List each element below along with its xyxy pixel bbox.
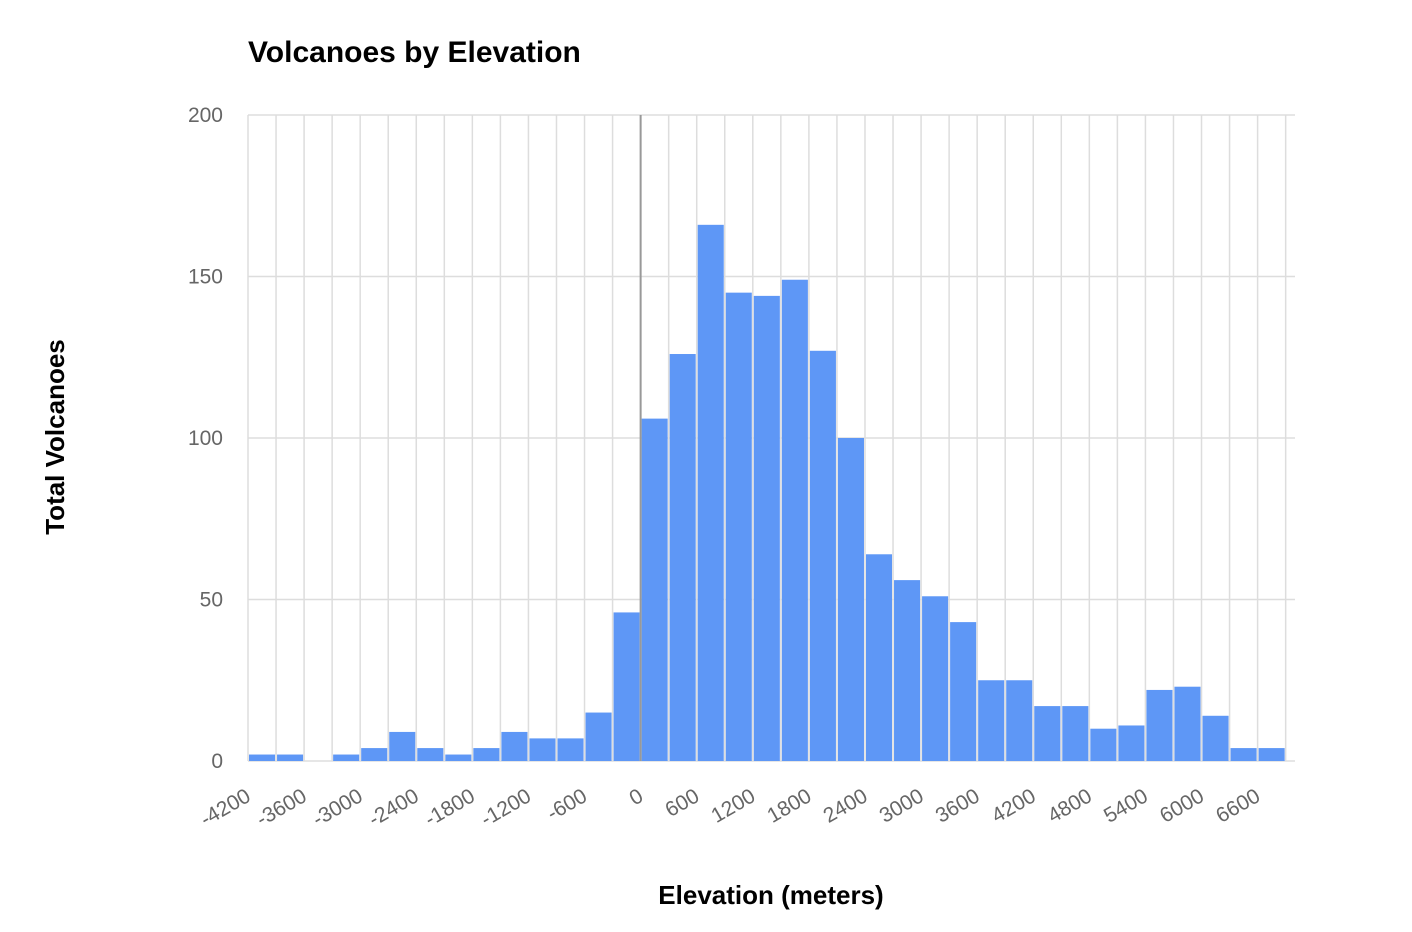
histogram-bar — [894, 580, 921, 761]
histogram-bar — [1230, 748, 1257, 761]
histogram-bar — [1174, 686, 1201, 761]
x-axis-title: Elevation (meters) — [658, 880, 883, 910]
x-tick-label: 4800 — [1044, 784, 1096, 827]
x-tick-label: -3600 — [253, 784, 311, 831]
y-axis-ticks: 0 50 100 150 200 — [188, 104, 223, 773]
histogram-bar — [361, 748, 388, 761]
x-tick-label: 3600 — [932, 784, 984, 827]
x-tick-label: 6600 — [1212, 784, 1264, 827]
histogram-bar — [641, 418, 668, 761]
x-tick-label: -4200 — [196, 784, 254, 831]
histogram-bar — [837, 438, 864, 761]
y-tick-label: 100 — [188, 427, 223, 450]
x-tick-label: 1200 — [707, 784, 759, 827]
histogram-bar — [809, 350, 836, 761]
histogram-bar — [501, 731, 528, 761]
histogram-bar — [725, 292, 752, 761]
x-tick-label: -3000 — [309, 784, 367, 831]
histogram-bar — [473, 748, 500, 761]
x-tick-label: 4200 — [988, 784, 1040, 827]
histogram-bar — [277, 754, 304, 761]
histogram-bar — [922, 596, 949, 761]
x-tick-label: 5400 — [1100, 784, 1152, 827]
histogram-bar — [753, 295, 780, 761]
histogram-bar — [1034, 706, 1061, 761]
bars — [249, 115, 1285, 761]
histogram-bar — [445, 754, 472, 761]
y-tick-label: 200 — [188, 104, 223, 127]
histogram-bar — [697, 224, 724, 761]
histogram-bar — [865, 554, 893, 761]
y-axis-title: Total Volcanoes — [40, 339, 70, 535]
y-tick-label: 0 — [211, 750, 223, 773]
histogram-bar — [557, 738, 584, 761]
x-tick-label: 0 — [626, 784, 648, 810]
histogram-bar — [1202, 715, 1229, 761]
histogram-bar — [333, 754, 360, 761]
histogram-bar — [529, 738, 556, 761]
histogram-bar — [389, 731, 416, 761]
x-tick-label: -1800 — [421, 784, 479, 831]
histogram-bar — [669, 354, 696, 761]
histogram-bar — [1062, 706, 1089, 761]
histogram-bar — [781, 279, 808, 761]
histogram-bar — [1118, 725, 1145, 761]
x-tick-label: 3000 — [876, 784, 928, 827]
x-tick-label: 2400 — [820, 784, 872, 827]
x-tick-label: 6000 — [1156, 784, 1208, 827]
y-tick-label: 150 — [188, 266, 223, 289]
histogram-bar — [249, 754, 276, 761]
histogram-bar — [417, 748, 444, 761]
histogram-bar — [1006, 680, 1033, 761]
x-tick-label: 1800 — [763, 784, 815, 827]
histogram-bar — [1258, 748, 1285, 761]
histogram-bar — [585, 712, 612, 761]
histogram-bar — [978, 680, 1005, 761]
x-tick-label: -600 — [543, 784, 591, 825]
histogram-bar — [950, 622, 977, 761]
histogram-bar — [1146, 689, 1173, 761]
x-tick-label: -1200 — [477, 784, 535, 831]
x-axis-ticks: -4200-3600-3000-2400-1800-1200 -600 0 600 12… — [196, 784, 1264, 831]
histogram-bar — [613, 612, 640, 761]
chart-title: Volcanoes by Elevation — [248, 36, 581, 69]
x-tick-label: 600 — [661, 784, 703, 821]
histogram-bar — [1090, 728, 1117, 761]
x-tick-label: -2400 — [365, 784, 423, 831]
y-tick-label: 50 — [200, 589, 223, 612]
